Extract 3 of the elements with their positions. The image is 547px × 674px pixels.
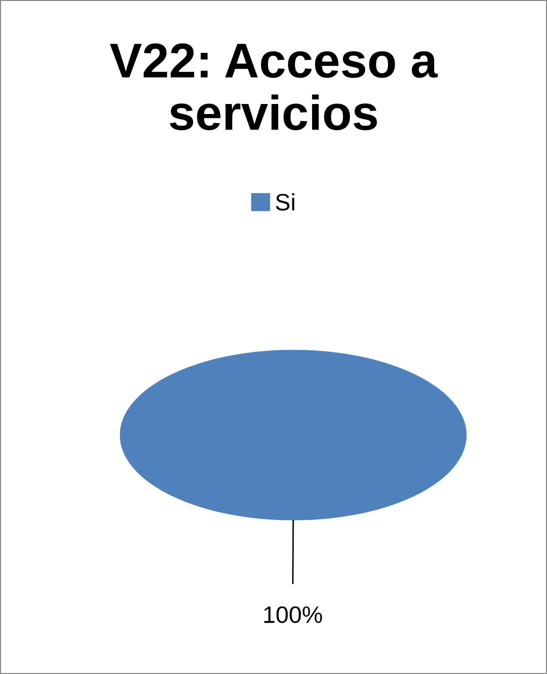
data-label: 100% (264, 606, 322, 624)
chart-title: V22: Acceso a servicios (110, 43, 438, 130)
legend-label: Si (276, 193, 294, 211)
